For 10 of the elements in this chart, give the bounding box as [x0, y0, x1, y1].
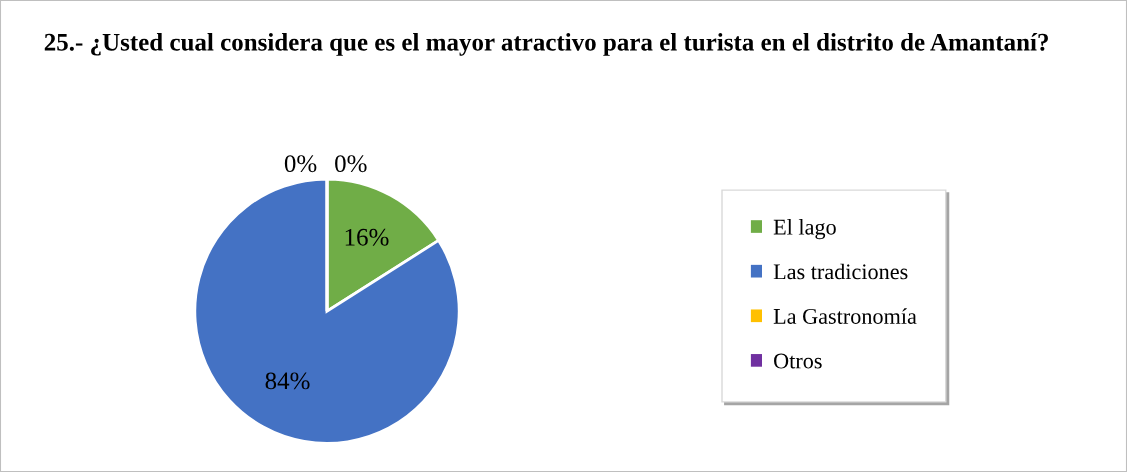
- legend-label: La Gastronomía: [773, 308, 917, 324]
- pie-slice: [193, 177, 461, 445]
- text: 0%: [284, 155, 317, 173]
- data-label: 16%: [345, 228, 389, 246]
- text: 0%: [335, 155, 367, 173]
- legend-label: Otros: [774, 353, 822, 369]
- legend-label: El lago: [773, 219, 836, 240]
- chart-title: 25.- ¿Usted cual considera que es el mayor atractivo para el turista en el distrito de Amantaní?: [44, 33, 1048, 56]
- legend-label: Las tradiciones: [773, 263, 908, 280]
- data-label: 84%: [265, 372, 310, 390]
